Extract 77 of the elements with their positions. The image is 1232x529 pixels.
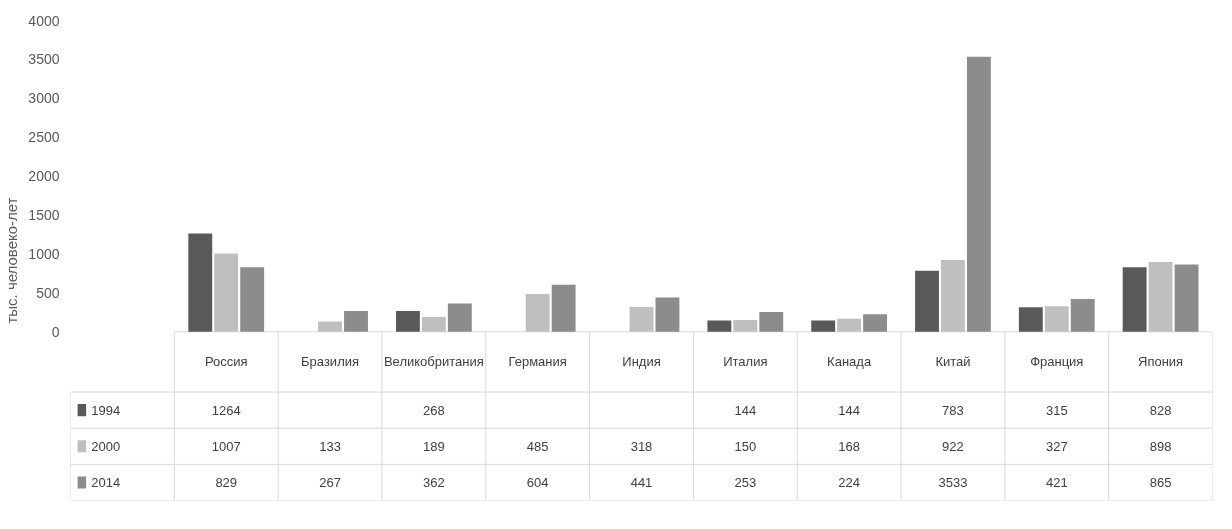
bar [188, 233, 213, 332]
data-label: 268 [423, 402, 445, 418]
bar [551, 284, 576, 332]
bar [1122, 267, 1147, 332]
data-label: 144 [734, 402, 757, 418]
y-tick-label: 3000 [28, 90, 60, 107]
bar [733, 320, 758, 332]
data-label: 150 [734, 438, 757, 454]
data-label: 327 [1045, 438, 1068, 454]
legend-label: 2000 [91, 438, 121, 454]
y-tick-label: 4000 [28, 12, 60, 29]
y-axis-title: тыс. человеко-лет [3, 197, 21, 324]
data-label: 144 [838, 402, 860, 418]
bar [447, 303, 472, 332]
bar [421, 317, 446, 332]
data-label: 828 [1149, 402, 1172, 418]
data-label: 3533 [938, 474, 968, 490]
y-tick-label: 500 [36, 284, 60, 301]
x-tick-label: Россия [204, 354, 248, 370]
data-label: 267 [319, 474, 341, 490]
data-label: 865 [1149, 474, 1172, 490]
data-label: 362 [423, 474, 445, 490]
bar [1174, 264, 1199, 332]
data-label: 898 [1149, 438, 1172, 454]
bar [941, 260, 965, 332]
y-tick-label: 2500 [28, 129, 60, 146]
x-tick-label: Япония [1138, 354, 1184, 370]
y-tick-label: 1500 [28, 207, 60, 224]
x-tick-label: Канада [827, 354, 872, 370]
data-label: 224 [838, 474, 860, 490]
data-label: 783 [942, 402, 964, 418]
data-label: 485 [526, 438, 549, 454]
bar [1070, 299, 1095, 332]
bar [344, 311, 368, 332]
bar [1148, 261, 1173, 332]
legend-label: 1994 [91, 402, 121, 418]
data-label: 1264 [211, 402, 241, 418]
x-tick-label: Великобритания [383, 354, 484, 370]
bar [966, 56, 991, 332]
data-label: 441 [630, 474, 653, 490]
data-label: 168 [838, 438, 860, 454]
data-label: 189 [423, 438, 445, 454]
x-tick-label: Китай [935, 354, 971, 370]
data-label: 133 [319, 438, 341, 454]
data-label: 421 [1045, 474, 1068, 490]
bar [707, 320, 732, 332]
x-tick-label: Италия [723, 354, 768, 370]
data-label: 604 [526, 474, 549, 490]
y-tick-label: 1000 [28, 245, 60, 262]
bar [655, 297, 680, 332]
bar [525, 294, 550, 332]
legend-label: 2014 [91, 474, 121, 490]
x-tick-label: Индия [622, 354, 661, 370]
bar [837, 318, 862, 332]
data-label: 829 [215, 474, 238, 490]
data-label: 922 [942, 438, 964, 454]
data-label: 318 [630, 438, 653, 454]
bar [395, 310, 420, 332]
x-tick-label: Франция [1030, 354, 1084, 370]
bar [240, 267, 265, 332]
bar [318, 321, 342, 332]
data-label: 1007 [211, 438, 241, 454]
y-tick-label: 0 [51, 323, 60, 340]
bar [759, 312, 784, 332]
data-label: 315 [1045, 402, 1068, 418]
y-tick-label: 3500 [28, 51, 60, 68]
bar [863, 314, 888, 332]
bar [214, 253, 239, 332]
y-tick-label: 2000 [28, 168, 60, 185]
x-tick-label: Бразилия [301, 354, 360, 370]
data-label: 253 [734, 474, 757, 490]
bar [629, 307, 654, 332]
bar [915, 270, 939, 332]
x-tick-label: Германия [508, 354, 567, 370]
bar [1044, 306, 1069, 332]
bar [1018, 307, 1043, 332]
bar [811, 320, 836, 332]
